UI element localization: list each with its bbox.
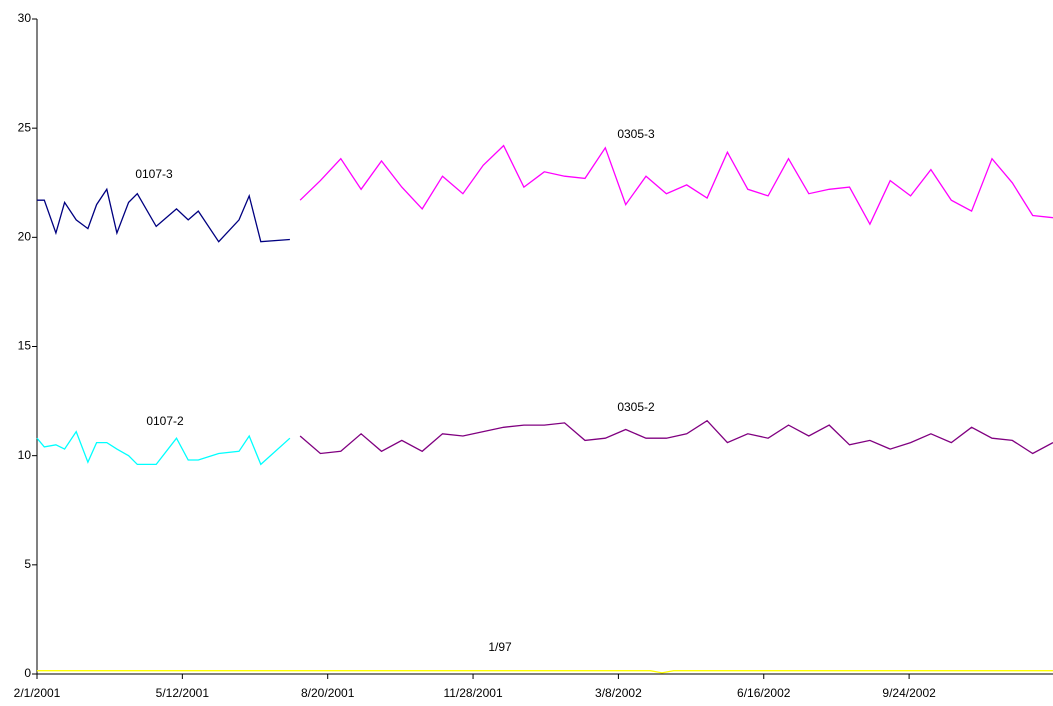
series-label: 1/97 <box>488 640 512 654</box>
series-line <box>36 430 291 466</box>
series-line <box>37 187 290 243</box>
x-tick-label: 8/20/2001 <box>301 686 355 700</box>
series-line <box>37 670 1053 674</box>
y-tick-label: 0 <box>24 666 31 680</box>
y-tick-label: 30 <box>18 11 32 25</box>
y-tick-label: 20 <box>18 230 32 244</box>
y-tick-label: 25 <box>18 120 32 134</box>
series-line <box>299 144 1053 226</box>
y-tick-label: 10 <box>18 448 32 462</box>
series-label: 0107-2 <box>146 414 184 428</box>
series-label: 0305-2 <box>617 400 655 414</box>
x-tick-label: 11/28/2001 <box>443 686 502 700</box>
y-tick-label: 15 <box>18 339 32 353</box>
series-label: 0107-3 <box>135 167 173 181</box>
x-tick-label: 5/12/2001 <box>156 686 210 700</box>
y-tick-label: 5 <box>24 557 31 571</box>
series-line <box>299 419 1053 455</box>
x-tick-label: 3/8/2002 <box>595 686 642 700</box>
x-tick-label: 9/24/2002 <box>882 686 936 700</box>
series-label: 0305-3 <box>617 127 655 141</box>
x-tick-label: 6/16/2002 <box>737 686 791 700</box>
x-tick-label: 2/1/2001 <box>14 686 61 700</box>
